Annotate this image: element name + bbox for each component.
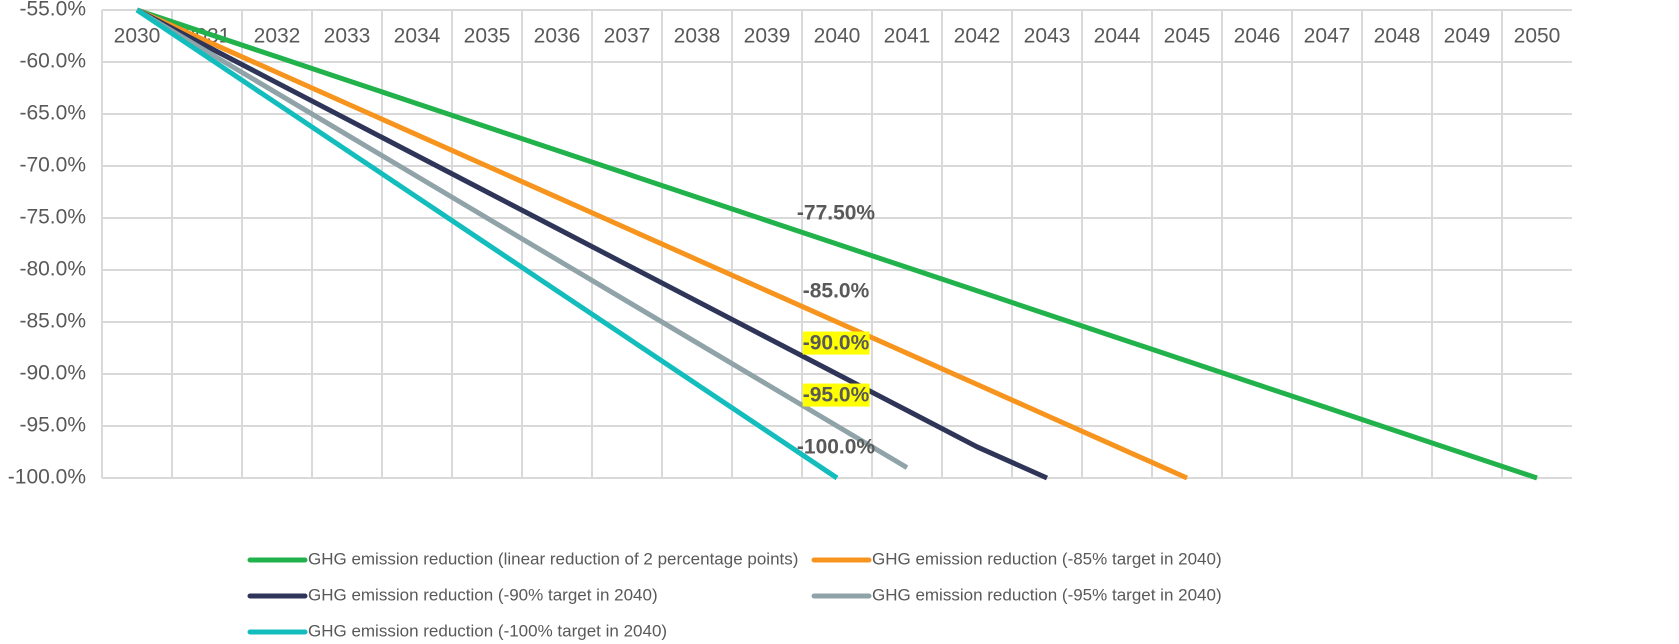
- legend-label: GHG emission reduction (-85% target in 2…: [872, 549, 1222, 568]
- data-label: -85.0%: [803, 280, 870, 303]
- x-tick-label: 2035: [464, 25, 511, 48]
- x-tick-label: 2030: [114, 25, 161, 48]
- series-line: [135, 7, 1049, 481]
- x-tick-label: 2046: [1234, 25, 1281, 48]
- x-tick-label: 2036: [534, 25, 581, 48]
- series-line: [135, 7, 909, 470]
- x-tick-label: 2045: [1164, 25, 1211, 48]
- x-tick-label: 2050: [1514, 25, 1561, 48]
- legend-label: GHG emission reduction (-95% target in 2…: [872, 585, 1222, 604]
- data-label-highlight: [802, 331, 870, 355]
- x-tick-label: 2033: [324, 25, 371, 48]
- legend-label: GHG emission reduction (linear reduction…: [308, 549, 798, 568]
- x-tick-label: 2048: [1374, 25, 1421, 48]
- x-tick-label: 2039: [744, 25, 791, 48]
- x-tick-label: 2041: [884, 25, 931, 48]
- y-tick-label: -55.0%: [19, 0, 86, 21]
- x-tick-label: 2040: [814, 25, 861, 48]
- series-line: [135, 7, 1189, 481]
- series-line: [136, 7, 1538, 481]
- x-tick-label: 2044: [1094, 25, 1141, 48]
- x-tick-label: 2037: [604, 25, 651, 48]
- x-tick-label: 2047: [1304, 25, 1351, 48]
- legend-label: GHG emission reduction (-100% target in …: [308, 621, 667, 640]
- x-tick-label: 2042: [954, 25, 1001, 48]
- data-label: -77.50%: [797, 202, 876, 225]
- x-tick-label: 2034: [394, 25, 441, 48]
- data-label-highlight: [802, 383, 870, 407]
- y-tick-label: -70.0%: [19, 154, 86, 177]
- legend-label: GHG emission reduction (-90% target in 2…: [308, 585, 658, 604]
- y-tick-label: -75.0%: [19, 206, 86, 229]
- y-tick-label: -85.0%: [19, 310, 86, 333]
- y-tick-label: -60.0%: [19, 50, 86, 73]
- series-line: [135, 7, 839, 481]
- y-tick-label: -65.0%: [19, 102, 86, 125]
- data-label: -95.0%: [803, 384, 870, 407]
- y-tick-label: -100.0%: [8, 466, 86, 489]
- y-tick-label: -80.0%: [19, 258, 86, 281]
- y-tick-label: -95.0%: [19, 414, 86, 437]
- x-tick-label: 2032: [254, 25, 301, 48]
- data-label: -100.0%: [797, 436, 876, 459]
- y-tick-label: -90.0%: [19, 362, 86, 385]
- x-tick-label: 2049: [1444, 25, 1491, 48]
- x-tick-label: 2043: [1024, 25, 1071, 48]
- data-label: -90.0%: [803, 332, 870, 355]
- x-tick-label: 2038: [674, 25, 721, 48]
